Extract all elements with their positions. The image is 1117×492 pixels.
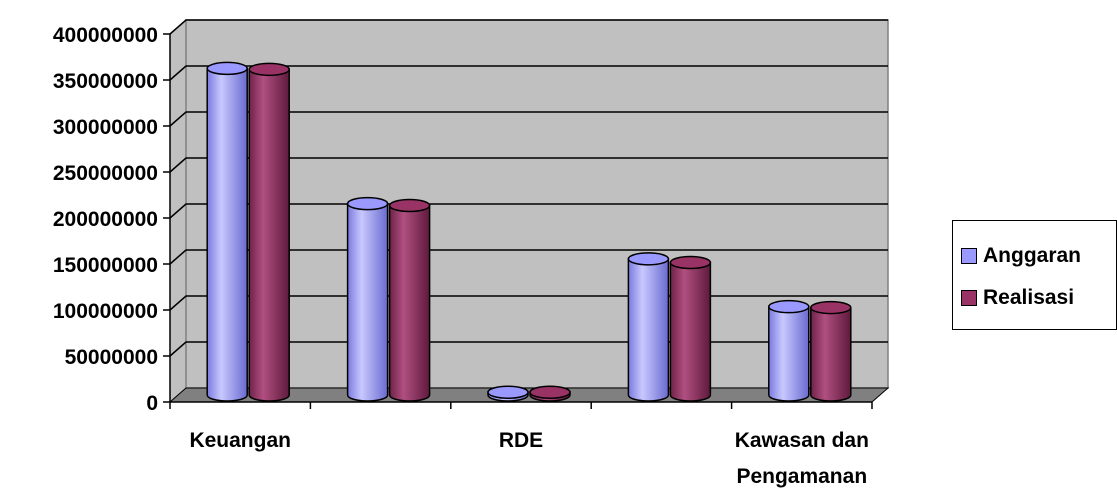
bar-top [768, 299, 810, 314]
bar-top [487, 385, 529, 399]
legend-label-realisasi: Realisasi [983, 286, 1075, 309]
y-tick-label: 300000000 [53, 116, 158, 139]
y-tick-label: 250000000 [53, 162, 158, 185]
legend-swatch-anggaran [961, 248, 977, 264]
bar-top [669, 255, 712, 270]
y-tick-label: 100000000 [53, 300, 158, 323]
bars [206, 61, 852, 402]
bar-top [627, 252, 670, 266]
bar-body [669, 261, 712, 402]
y-tick-label: 0 [146, 392, 158, 415]
x-category-labels: Keuangan RDE Kawasan dan Pengamanan [189, 429, 868, 488]
bar-anggaran [487, 385, 529, 402]
gridline [169, 111, 888, 127]
gridline [169, 19, 888, 35]
legend: Anggaran Realisasi [952, 220, 1117, 330]
bar-anggaran [206, 61, 248, 402]
gridline [169, 203, 888, 219]
x-axis [169, 401, 873, 409]
legend-swatch-realisasi [961, 290, 977, 306]
y-tick-label: 50000000 [65, 346, 158, 369]
bar-realisasi [529, 385, 571, 402]
gridline [169, 249, 888, 265]
bar-realisasi [388, 198, 431, 402]
y-axis [163, 33, 171, 403]
bar-top [388, 198, 431, 213]
bar-realisasi [248, 62, 290, 402]
bar-body [206, 67, 248, 402]
bar-realisasi [669, 255, 712, 402]
x-category-label: Kawasan dan Pengamanan [735, 429, 869, 488]
bar-realisasi [810, 300, 852, 402]
bar-top [810, 300, 852, 315]
bar-anggaran [346, 196, 389, 402]
legend-item-anggaran: Anggaran [961, 244, 1081, 268]
y-tick-label: 350000000 [53, 70, 158, 93]
bar-body [248, 68, 290, 402]
gridlines [169, 19, 888, 357]
legend-label-anggaran: Anggaran [983, 244, 1082, 267]
bar-body [768, 305, 810, 402]
bar-body [810, 306, 852, 402]
bar-body [627, 258, 670, 402]
y-tick-label: 150000000 [53, 254, 158, 277]
gridline [169, 65, 888, 81]
bar-body [388, 204, 431, 402]
x-category-label: RDE [499, 429, 543, 452]
bar-top [206, 61, 248, 76]
bar-top [346, 196, 389, 211]
bar-anggaran [768, 299, 810, 402]
bar-top [248, 62, 290, 77]
x-category-label: Keuangan [189, 429, 291, 452]
bar-anggaran [627, 252, 670, 402]
bar-body [346, 202, 389, 402]
y-tick-label: 400000000 [53, 24, 158, 47]
legend-item-realisasi: Realisasi [961, 286, 1074, 310]
y-tick-labels: 0 50000000 100000000 150000000 200000000 2500… [53, 24, 158, 415]
gridline [169, 157, 888, 173]
bar-top [529, 385, 571, 399]
y-tick-label: 200000000 [53, 208, 158, 231]
